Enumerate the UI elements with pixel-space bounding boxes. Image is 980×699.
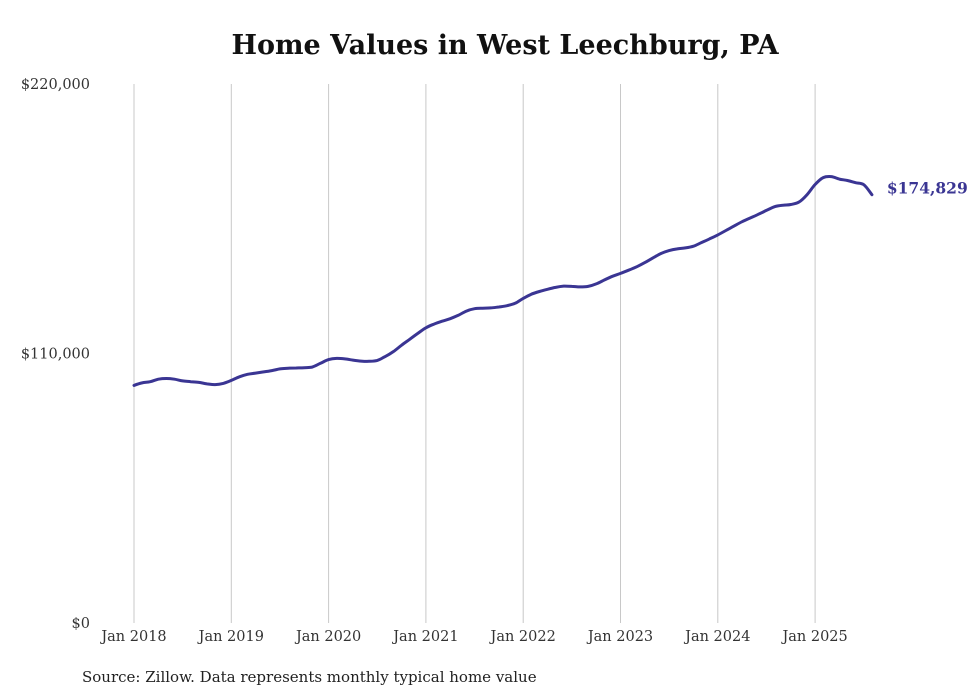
y-tick-label: $220,000 [21, 77, 90, 93]
x-tick-label: Jan 2023 [586, 629, 653, 645]
series-line [132, 174, 874, 387]
end-value-label: $174,829 [887, 179, 968, 198]
chart-title: Home Values in West Leechburg, PA [231, 30, 779, 61]
y-tick-label: $110,000 [21, 347, 90, 363]
x-tick-label: Jan 2022 [489, 629, 556, 645]
x-tick-label: Jan 2019 [197, 629, 264, 645]
x-tick-label: Jan 2025 [780, 629, 847, 645]
source-note: Source: Zillow. Data represents monthly … [82, 668, 537, 686]
y-tick-label: $0 [72, 616, 90, 632]
x-tick-label: Jan 2020 [294, 629, 361, 645]
x-tick-label: Jan 2018 [99, 629, 166, 645]
x-tick-label: Jan 2021 [391, 629, 458, 645]
x-tick-label: Jan 2024 [683, 629, 750, 645]
